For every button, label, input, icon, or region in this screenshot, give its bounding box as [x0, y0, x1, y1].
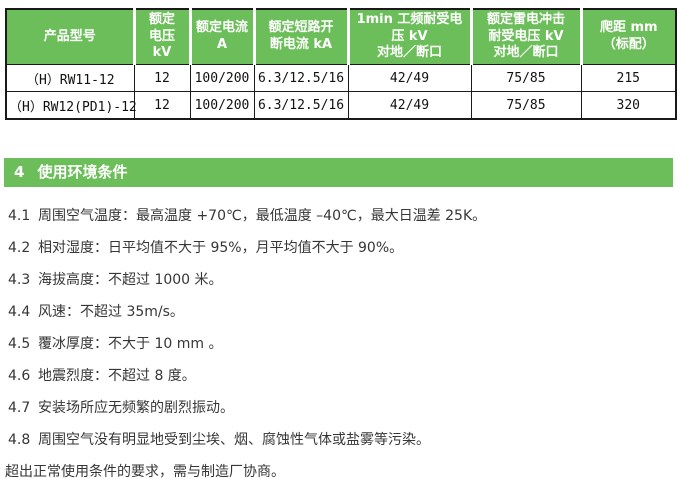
col-header-product-model: 产品型号: [6, 9, 134, 65]
cell-voltage: 12: [133, 91, 191, 120]
cell-power-freq: 42/49: [347, 91, 472, 120]
list-item: 4.2 相对湿度：日平均值不大于 95%，月平均值不大于 90%。: [8, 239, 678, 257]
item-text: 周围空气没有明显地受到尘埃、烟、腐蚀性气体或盐雾等污染。: [38, 432, 430, 448]
cell-model: （H）RW11-12: [5, 64, 135, 92]
cell-power-freq: 42/49: [347, 64, 472, 92]
col-header-rated-current: 额定电流 A: [188, 9, 254, 65]
item-number: 4.6: [8, 368, 31, 384]
item-text: 风速：不超过 35m/s。: [38, 304, 184, 320]
cell-current: 100/200: [189, 64, 255, 92]
item-text: 周围空气温度：最高温度 +70℃，最低温度 –40℃，最大日温差 25K。: [38, 208, 487, 224]
list-item: 4.6 地震烈度：不超过 8 度。: [8, 367, 678, 385]
cell-creepage: 215: [580, 64, 677, 92]
list-item: 4.5 覆冰厚度：不大于 10 mm 。: [8, 335, 678, 353]
list-item: 4.4 风速：不超过 35m/s。: [8, 303, 678, 321]
cell-creepage: 320: [580, 91, 677, 120]
section-header-bar: 4 使用环境条件: [4, 158, 673, 187]
list-item: 4.3 海拔高度：不超过 1000 米。: [8, 271, 678, 289]
footer-note: 超出正常使用条件的要求，需与制造厂协商。: [5, 464, 285, 479]
environment-conditions-list: 4.1 周围空气温度：最高温度 +70℃，最低温度 –40℃，最大日温差 25K…: [5, 207, 678, 479]
item-number: 4.2: [8, 240, 31, 256]
cell-lightning: 75/85: [470, 64, 582, 92]
item-number: 4.5: [8, 336, 31, 352]
item-number: 4.1: [8, 208, 31, 224]
item-number: 4.3: [8, 272, 31, 288]
item-number: 4.7: [8, 400, 31, 416]
col-header-lightning-impulse: 额定雷电冲击 耐受电压 kV 对地／断口: [469, 9, 581, 65]
col-header-rated-voltage: 额定 电压 kV: [132, 9, 190, 65]
item-text: 海拔高度：不超过 1000 米。: [38, 272, 223, 288]
section-title: 使用环境条件: [37, 163, 128, 181]
cell-voltage: 12: [133, 64, 191, 92]
col-header-power-freq-withstand: 1min 工频耐受电 压 kV 对地／断口: [346, 9, 471, 65]
section-number: 4: [14, 163, 25, 181]
product-ratings-table: 产品型号 额定 电压 kV 额定电流 A 额定短路开 断电流 kA 1min 工…: [5, 8, 677, 120]
item-text: 地震烈度：不超过 8 度。: [38, 368, 196, 384]
table-row: （H）RW12(PD1)-12 12 100/200 6.3/12.5/16 4…: [5, 91, 677, 120]
cell-lightning: 75/85: [470, 91, 582, 120]
item-text: 覆冰厚度：不大于 10 mm 。: [38, 336, 223, 352]
col-header-creepage: 爬距 mm （标配）: [579, 9, 676, 65]
list-item: 4.8 周围空气没有明显地受到尘埃、烟、腐蚀性气体或盐雾等污染。: [8, 431, 678, 449]
table-header-row: 产品型号 额定 电压 kV 额定电流 A 额定短路开 断电流 kA 1min 工…: [6, 9, 676, 65]
item-text: 安装场所应无频繁的剧烈振动。: [38, 400, 234, 416]
list-item: 4.7 安装场所应无频繁的剧烈振动。: [8, 399, 678, 417]
cell-current: 100/200: [189, 91, 255, 120]
list-item: 4.1 周围空气温度：最高温度 +70℃，最低温度 –40℃，最大日温差 25K…: [8, 207, 678, 225]
cell-breaking-current: 6.3/12.5/16: [253, 91, 349, 120]
col-header-breaking-current: 额定短路开 断电流 kA: [252, 9, 348, 65]
cell-breaking-current: 6.3/12.5/16: [253, 64, 349, 92]
cell-model: （H）RW12(PD1)-12: [5, 91, 137, 120]
item-number: 4.4: [8, 304, 31, 320]
item-text: 相对湿度：日平均值不大于 95%，月平均值不大于 90%。: [38, 240, 404, 256]
item-number: 4.8: [8, 432, 31, 448]
table-row: （H）RW11-12 12 100/200 6.3/12.5/16 42/49 …: [5, 64, 677, 92]
